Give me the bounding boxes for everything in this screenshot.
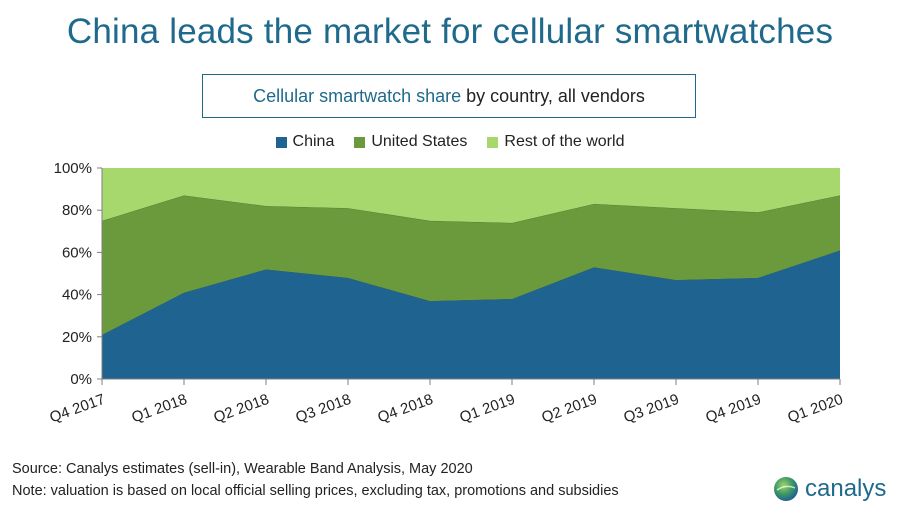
area-series-rest-of-the-world bbox=[102, 168, 840, 223]
globe-icon bbox=[774, 477, 798, 501]
legend-label-rest-of-world: Rest of the world bbox=[504, 133, 625, 150]
y-tick-label: 20% bbox=[62, 329, 92, 346]
legend-item-united-states: United States bbox=[354, 133, 467, 151]
x-tick-label: Q1 2018 bbox=[129, 391, 189, 427]
legend-item-rest-of-world: Rest of the world bbox=[487, 133, 624, 151]
y-tick-label: 0% bbox=[70, 371, 92, 388]
legend-label-united-states: United States bbox=[371, 133, 468, 150]
chart-legend: China United States Rest of the world bbox=[0, 133, 900, 151]
y-tick-label: 100% bbox=[54, 160, 92, 177]
area-series-china bbox=[102, 250, 840, 379]
y-tick-label: 60% bbox=[62, 244, 92, 261]
x-tick-label: Q4 2018 bbox=[375, 391, 435, 427]
legend-swatch-china bbox=[275, 136, 287, 148]
legend-label-china: China bbox=[292, 133, 335, 150]
subtitle-rest: by country, all vendors bbox=[461, 85, 645, 106]
legend-swatch-united-states bbox=[354, 136, 366, 148]
logo-text: canalys bbox=[805, 475, 887, 502]
page-title: China leads the market for cellular smar… bbox=[66, 12, 834, 51]
y-tick-label: 40% bbox=[62, 287, 92, 304]
source-note: Source: Canalys estimates (sell-in), Wea… bbox=[12, 458, 619, 502]
x-tick-label: Q2 2019 bbox=[539, 391, 599, 427]
area-chart: 0% 20% 40% 60% 80% 100% Q4 2017 Q1 2018 Q2 2018 Q… bbox=[47, 160, 845, 427]
x-tick-label: Q3 2019 bbox=[621, 391, 681, 427]
legend-item-china: China bbox=[275, 133, 335, 151]
source-text: Source: Canalys estimates (sell-in), Wea… bbox=[12, 461, 473, 477]
x-tick-label: Q4 2019 bbox=[703, 391, 763, 427]
chart-subtitle: Cellular smartwatch share by country, al… bbox=[202, 74, 696, 118]
x-tick-label: Q1 2020 bbox=[785, 391, 845, 427]
canalys-logo: canalys bbox=[773, 475, 886, 503]
area-series-united-states bbox=[102, 195, 840, 335]
x-tick-label: Q2 2018 bbox=[211, 391, 271, 427]
note-text: Note: valuation is based on local offici… bbox=[12, 483, 619, 499]
y-tick-label: 80% bbox=[62, 202, 92, 219]
subtitle-highlight: Cellular smartwatch share bbox=[253, 85, 462, 106]
x-tick-label: Q3 2018 bbox=[293, 391, 353, 427]
x-tick-label: Q1 2019 bbox=[457, 391, 517, 427]
legend-swatch-rest-of-world bbox=[487, 136, 499, 148]
x-tick-label: Q4 2017 bbox=[47, 391, 107, 427]
